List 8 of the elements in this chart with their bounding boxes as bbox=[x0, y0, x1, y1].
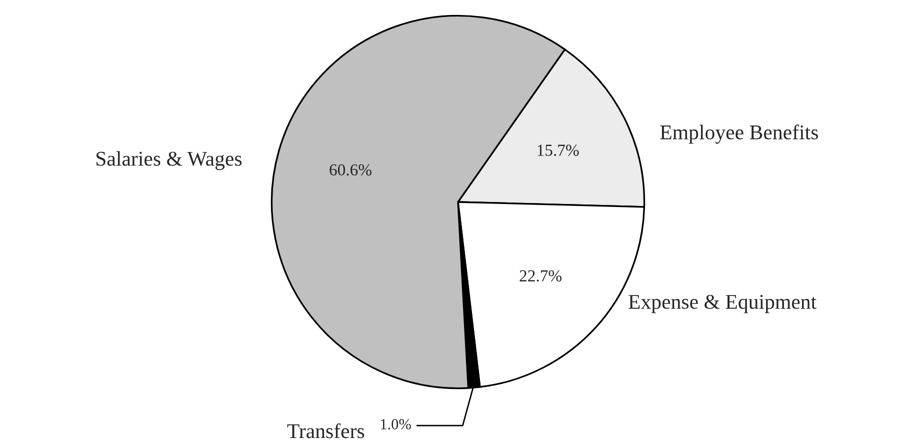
slice-label: Transfers bbox=[287, 423, 364, 438]
data-label: 22.7% bbox=[520, 270, 562, 282]
slice-label: Employee Benefits bbox=[660, 124, 818, 144]
slice-label: Expense & Equipment bbox=[628, 294, 816, 314]
data-label: 15.7% bbox=[538, 144, 579, 156]
data-label: 1.0% bbox=[380, 419, 411, 430]
data-label: 60.6% bbox=[330, 164, 372, 176]
slice-label: Salaries & Wages bbox=[96, 151, 242, 170]
